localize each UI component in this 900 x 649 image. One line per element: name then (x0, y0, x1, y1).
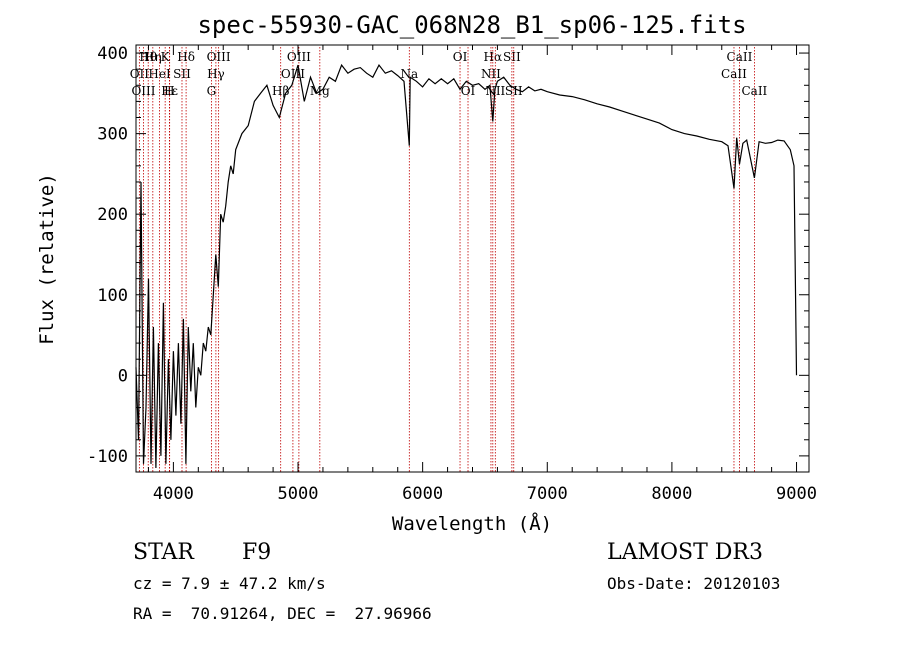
marker-label: Hη (144, 50, 162, 64)
x-tick-label: 8000 (651, 484, 692, 504)
marker-label: G (207, 84, 217, 98)
object-subclass: F9 (242, 540, 272, 565)
marker-label: OII (130, 67, 150, 81)
marker-label: CaII (721, 67, 747, 81)
object-class: STAR (133, 540, 194, 565)
y-tick-label: 200 (97, 205, 128, 225)
x-tick-label: 6000 (402, 484, 443, 504)
y-axis-label: Flux (relative) (36, 173, 58, 345)
x-tick-label: 4000 (153, 484, 194, 504)
marker-label: NII (481, 67, 501, 81)
x-tick-label: 5000 (278, 484, 319, 504)
marker-label: SII (503, 50, 521, 64)
marker-label: Na (400, 67, 418, 81)
chart-title: spec-55930-GAC_068N28_B1_sp06-125.fits (197, 11, 746, 39)
marker-label: SII (505, 84, 523, 98)
marker-label: HeI (148, 67, 171, 81)
redshift-cz: cz = 7.9 ± 47.2 km/s (133, 574, 326, 593)
marker-label: OIII (287, 50, 311, 64)
survey-name: LAMOST DR3 (607, 540, 763, 565)
x-tick-label: 9000 (776, 484, 817, 504)
observation-date: Obs-Date: 20120103 (607, 574, 781, 593)
marker-label: Hε (161, 84, 178, 98)
marker-label: Hδ (177, 50, 195, 64)
marker-label: OI (453, 50, 468, 64)
coordinates: RA = 70.91264, DEC = 27.96966 (133, 604, 432, 623)
marker-label: OI (461, 84, 476, 98)
marker-label: CaII (741, 84, 767, 98)
spectrum-series-line (135, 63, 798, 469)
marker-label: OIII (207, 50, 231, 64)
marker-label: Hα (484, 50, 503, 64)
marker-label: H (164, 84, 174, 98)
plot-frame (135, 44, 810, 473)
y-tick-label: 0 (118, 366, 128, 386)
x-axis-label: Wavelength (Å) (392, 512, 552, 535)
y-tick-label: 300 (97, 125, 128, 145)
marker-label: Hγ (207, 67, 225, 81)
y-tick-label: -100 (87, 447, 128, 467)
marker-label: OIII (281, 67, 305, 81)
y-tick-label: 100 (97, 286, 128, 306)
x-tick-label: 7000 (527, 484, 568, 504)
y-tick-label: 400 (97, 44, 128, 64)
marker-label: OIII (131, 84, 155, 98)
marker-label: CaII (727, 50, 753, 64)
axis-ticks: 4000 5000 6000 7000 8000 9000 -100 0 100 200 300 40… (87, 44, 817, 504)
marker-label: K (161, 50, 171, 64)
marker-label: SII (173, 67, 191, 81)
